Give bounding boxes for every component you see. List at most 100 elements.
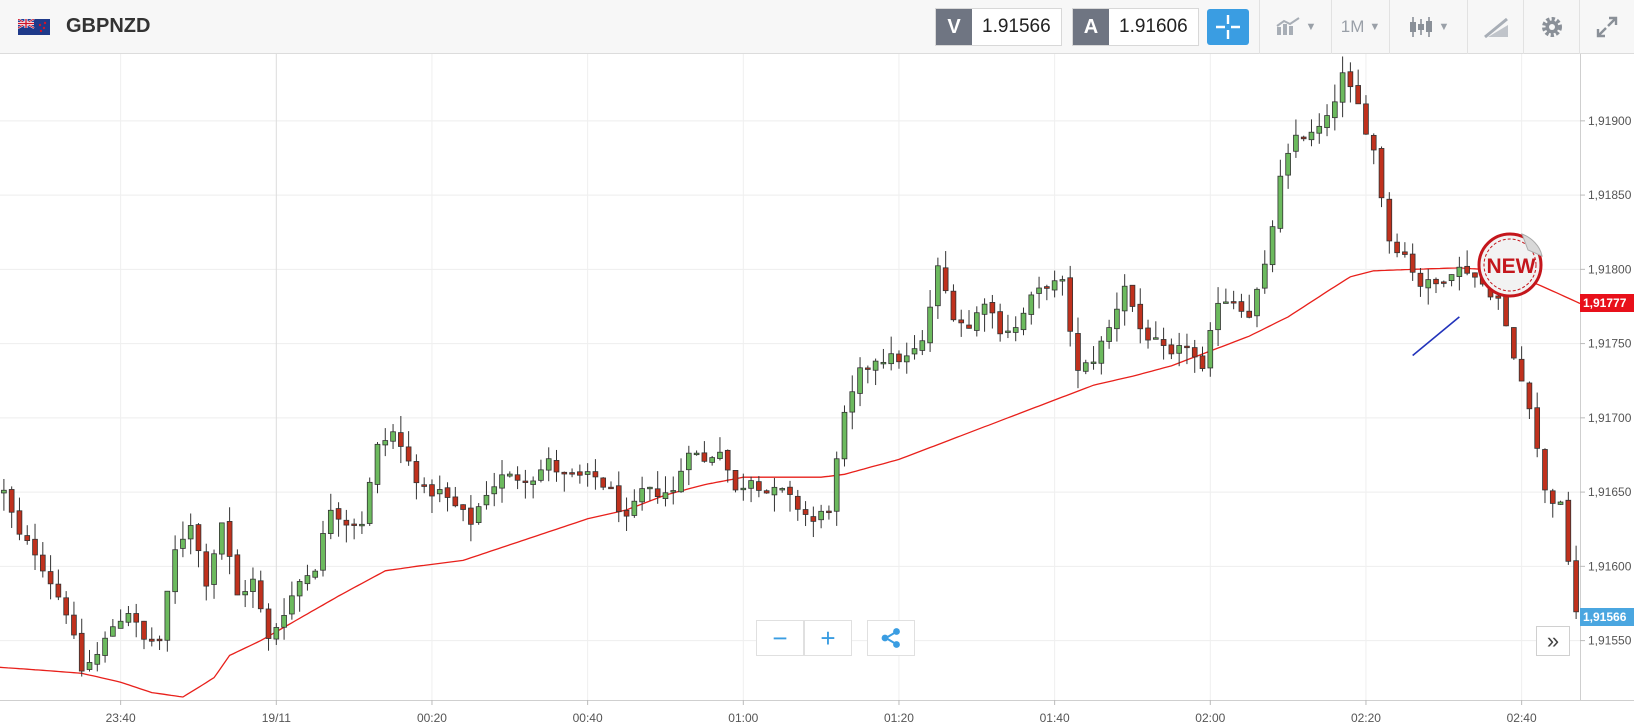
candle-body xyxy=(888,353,894,365)
share-button[interactable] xyxy=(867,620,915,656)
candle xyxy=(390,424,396,449)
candle-body xyxy=(608,486,614,490)
candle-body xyxy=(1565,499,1572,562)
chevron-down-icon: ▼ xyxy=(1438,21,1450,33)
candle-body xyxy=(942,267,949,292)
sell-price-box[interactable]: V 1.91566 xyxy=(935,8,1062,46)
candle-body xyxy=(1160,339,1167,346)
candle-body xyxy=(398,432,404,447)
candle-body xyxy=(296,581,303,597)
candle xyxy=(748,476,754,503)
candle-body xyxy=(927,306,933,344)
candle-body xyxy=(289,595,295,615)
candle-body xyxy=(623,509,630,517)
candle xyxy=(1184,333,1190,365)
candle-body xyxy=(1324,115,1330,129)
candle-body xyxy=(141,620,147,640)
candle xyxy=(958,309,965,337)
candle-body xyxy=(366,481,373,524)
moving-average xyxy=(0,267,1581,698)
candle-body xyxy=(577,471,583,476)
candle-body xyxy=(787,486,793,495)
candle xyxy=(1075,317,1081,389)
candle xyxy=(211,549,217,599)
scroll-to-latest-button[interactable]: » xyxy=(1536,626,1570,656)
trend-line xyxy=(1412,316,1460,357)
candle xyxy=(110,619,116,637)
candle xyxy=(1363,95,1369,135)
settings-button[interactable] xyxy=(1523,0,1579,54)
candle-body xyxy=(335,508,342,520)
zoom-in-button[interactable]: + xyxy=(804,620,852,656)
candle xyxy=(1518,346,1525,382)
fullscreen-button[interactable] xyxy=(1579,0,1634,54)
candle xyxy=(1300,135,1307,142)
candle-body xyxy=(71,614,77,636)
candle xyxy=(1005,314,1011,339)
candle-body xyxy=(1090,361,1097,364)
candle-body xyxy=(506,473,513,477)
candle-body xyxy=(1433,278,1439,285)
buy-price-box[interactable]: A 1.91606 xyxy=(1072,8,1199,46)
candle-body xyxy=(647,486,653,490)
candle-body xyxy=(1495,295,1502,299)
candle-body xyxy=(359,523,365,527)
candle-body xyxy=(1573,560,1579,613)
chart-type-button[interactable]: ▼ xyxy=(1259,0,1331,54)
draw-icon xyxy=(1483,17,1508,39)
candle xyxy=(102,631,108,663)
candle xyxy=(647,486,653,501)
candle xyxy=(833,451,840,526)
crosshair-button[interactable] xyxy=(1207,9,1249,45)
zoom-out-button[interactable]: − xyxy=(756,620,804,656)
draw-tools-button[interactable] xyxy=(1467,0,1523,54)
candle xyxy=(1028,291,1035,325)
price-chart[interactable]: 1,91550 1,91600 1,91650 1,91700 1,91750 1,918… xyxy=(0,54,1634,728)
candle xyxy=(1549,488,1556,518)
candle-style-button[interactable]: ▼ xyxy=(1389,0,1467,54)
candle xyxy=(506,471,513,478)
candle-body xyxy=(1215,302,1221,331)
candle xyxy=(973,306,980,337)
candle-body xyxy=(849,391,856,413)
candle-body xyxy=(24,535,31,541)
candle xyxy=(203,543,210,601)
candle xyxy=(1020,307,1027,336)
candle xyxy=(257,570,264,613)
y-tick-label: 1,91700 xyxy=(1588,411,1632,425)
candle xyxy=(156,635,163,650)
candle-body xyxy=(382,440,389,446)
new-sticker-label: NEW xyxy=(1487,255,1536,278)
candle xyxy=(1386,192,1393,254)
candle xyxy=(545,447,552,482)
candle xyxy=(32,523,38,570)
candle-body xyxy=(117,620,124,629)
candle-body xyxy=(538,469,544,481)
candle-body xyxy=(561,471,568,475)
candle xyxy=(1557,500,1564,505)
timeframe-button[interactable]: 1M ▼ xyxy=(1331,0,1389,54)
candle xyxy=(47,555,54,600)
candle xyxy=(654,471,661,504)
grid xyxy=(0,54,1580,700)
candle-body xyxy=(16,510,23,535)
candle xyxy=(86,649,93,672)
candle-body xyxy=(304,575,311,585)
candle-body xyxy=(1269,226,1276,266)
sell-price: 1.91566 xyxy=(982,16,1051,37)
y-tick-label: 1,91800 xyxy=(1588,262,1632,276)
candle-body xyxy=(1300,136,1307,140)
candle xyxy=(468,495,474,542)
candle xyxy=(1036,276,1042,309)
candle-body xyxy=(615,485,622,513)
candle-body xyxy=(1036,287,1042,294)
candle xyxy=(133,603,140,638)
candle xyxy=(289,581,295,620)
candle-body xyxy=(1059,279,1066,282)
candle-body xyxy=(187,525,194,540)
y-tick-label: 1,91900 xyxy=(1588,114,1632,128)
candle-body xyxy=(1394,241,1400,254)
chevron-down-icon: ▼ xyxy=(1369,21,1381,33)
candle-body xyxy=(826,510,832,514)
candle-body xyxy=(1557,501,1564,505)
